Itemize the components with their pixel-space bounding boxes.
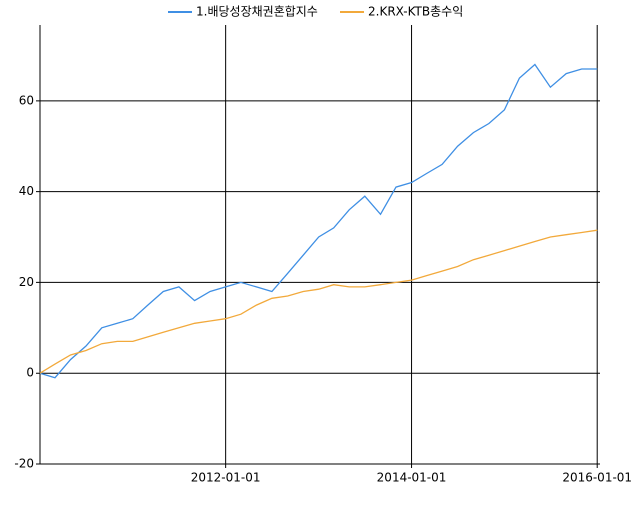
y-tick-label: -20 — [14, 457, 34, 471]
legend-label: 2.KRX-KTB총수익 — [368, 5, 463, 19]
legend-label: 1.배당성장채권혼합지수 — [196, 5, 318, 19]
x-tick-label: 2012-01-01 — [191, 471, 261, 485]
y-tick-label: 40 — [19, 184, 34, 198]
series-line — [39, 229, 598, 374]
y-tick-label: 20 — [19, 275, 34, 289]
y-tick-label: 60 — [19, 93, 34, 107]
y-tick-label: 0 — [26, 366, 34, 380]
x-tick-label: 2016-01-01 — [562, 471, 632, 485]
series-line — [39, 63, 598, 379]
x-tick-label: 2014-01-01 — [377, 471, 447, 485]
